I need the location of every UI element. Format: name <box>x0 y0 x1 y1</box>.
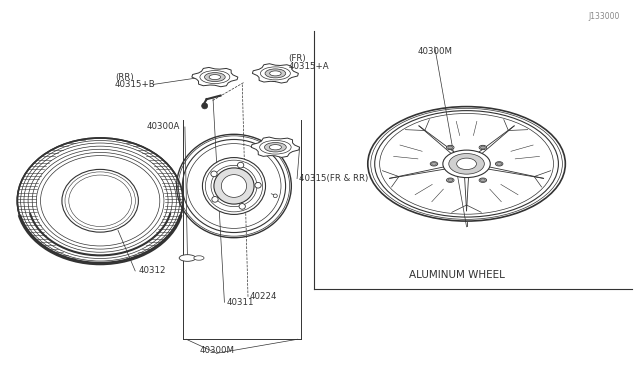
Ellipse shape <box>479 145 486 150</box>
Ellipse shape <box>269 145 282 150</box>
Ellipse shape <box>237 162 244 168</box>
Ellipse shape <box>205 73 225 81</box>
Text: (RR): (RR) <box>115 73 133 81</box>
Ellipse shape <box>457 158 476 170</box>
Ellipse shape <box>443 150 490 177</box>
Ellipse shape <box>479 178 486 182</box>
Ellipse shape <box>211 171 217 177</box>
Ellipse shape <box>448 146 452 149</box>
Ellipse shape <box>449 154 484 174</box>
Ellipse shape <box>209 74 221 80</box>
Ellipse shape <box>177 134 291 238</box>
Ellipse shape <box>265 69 285 78</box>
Ellipse shape <box>214 168 254 204</box>
Ellipse shape <box>211 165 257 207</box>
Ellipse shape <box>431 163 436 165</box>
Ellipse shape <box>202 158 266 214</box>
Ellipse shape <box>264 142 286 152</box>
Text: ALUMINUM WHEEL: ALUMINUM WHEEL <box>409 270 505 280</box>
Ellipse shape <box>62 169 138 232</box>
Polygon shape <box>252 64 298 83</box>
Ellipse shape <box>212 196 218 202</box>
Ellipse shape <box>448 179 452 182</box>
Circle shape <box>202 103 207 109</box>
Ellipse shape <box>179 255 196 261</box>
Ellipse shape <box>269 71 281 76</box>
Ellipse shape <box>221 174 246 198</box>
Text: 40300A: 40300A <box>147 122 180 131</box>
Ellipse shape <box>447 178 454 182</box>
Text: 40300M: 40300M <box>199 346 234 355</box>
Ellipse shape <box>447 145 454 150</box>
Ellipse shape <box>273 194 277 198</box>
Ellipse shape <box>481 179 485 182</box>
Text: J133000: J133000 <box>588 12 620 21</box>
Text: 40224: 40224 <box>250 292 277 301</box>
Ellipse shape <box>497 163 502 165</box>
Ellipse shape <box>260 67 291 80</box>
Text: 40300M: 40300M <box>417 47 452 56</box>
Polygon shape <box>251 137 300 157</box>
Text: 40315(FR & RR): 40315(FR & RR) <box>299 174 368 183</box>
Text: 40312: 40312 <box>138 266 166 275</box>
Ellipse shape <box>194 256 204 260</box>
Text: 40315+B: 40315+B <box>115 80 156 89</box>
Ellipse shape <box>260 140 291 154</box>
Ellipse shape <box>430 162 438 166</box>
Polygon shape <box>192 67 238 87</box>
Text: 40311: 40311 <box>227 298 254 307</box>
Ellipse shape <box>495 162 503 166</box>
Ellipse shape <box>17 138 183 263</box>
Ellipse shape <box>255 182 261 188</box>
Text: (FR): (FR) <box>288 54 306 63</box>
Ellipse shape <box>481 146 485 149</box>
Ellipse shape <box>239 203 245 209</box>
Ellipse shape <box>368 107 565 221</box>
Text: 40315+A: 40315+A <box>288 61 329 71</box>
Ellipse shape <box>200 71 230 84</box>
